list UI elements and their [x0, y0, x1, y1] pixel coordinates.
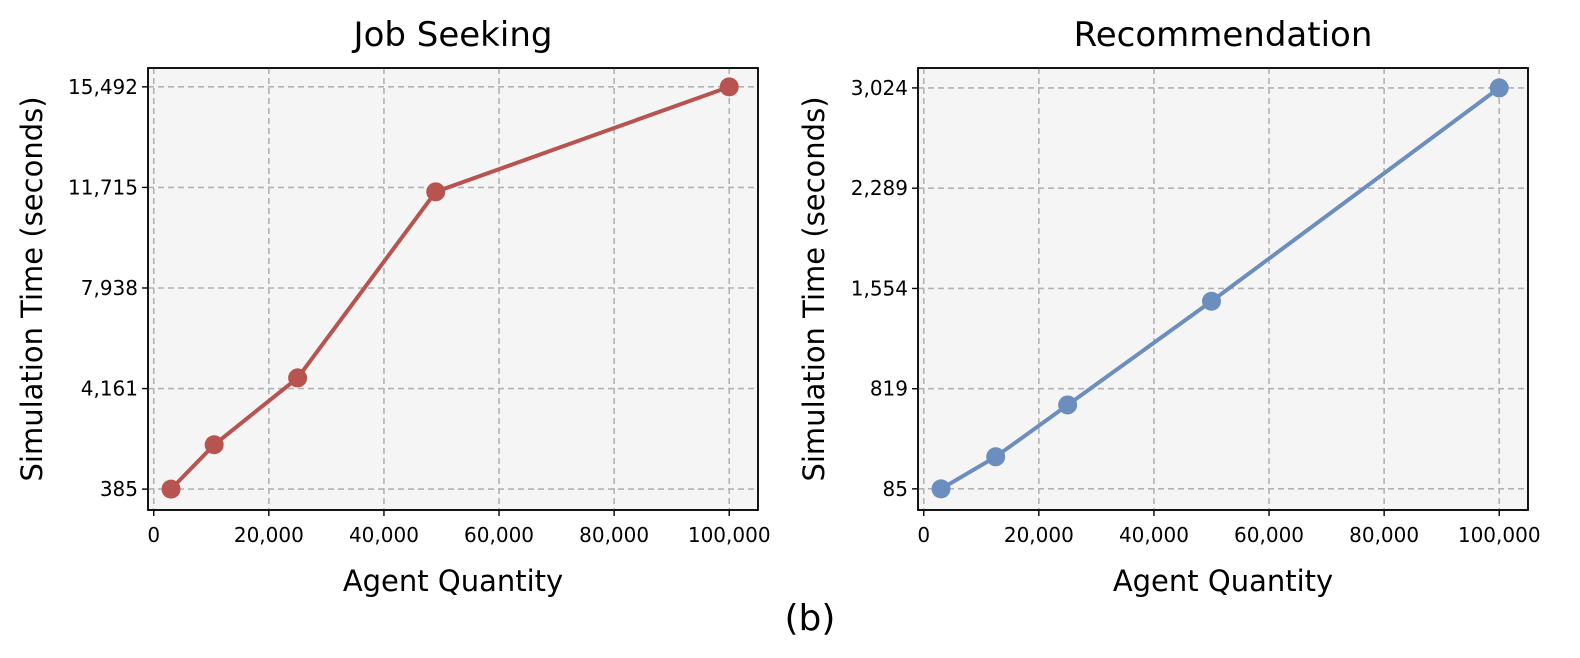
x-tick-label: 100,000 — [1458, 523, 1541, 547]
data-point — [986, 447, 1006, 467]
data-point — [426, 182, 446, 202]
y-tick-label: 11,715 — [68, 175, 138, 199]
y-tick-label: 1,554 — [851, 276, 908, 300]
chart-title: Recommendation — [1074, 15, 1373, 55]
x-tick-label: 80,000 — [1349, 523, 1419, 547]
data-point — [161, 479, 181, 499]
y-tick-label: 85 — [883, 477, 908, 501]
x-tick-label: 0 — [917, 523, 930, 547]
y-tick-label: 15,492 — [68, 75, 138, 99]
x-tick-label: 60,000 — [1234, 523, 1304, 547]
x-axis-label: Agent Quantity — [1113, 564, 1333, 598]
chart-job-seeking: 0 20,000 40,000 60,000 80,000 100,000 385 4,161… — [15, 15, 771, 598]
data-point — [931, 479, 951, 499]
x-axis-label: Agent Quantity — [343, 564, 563, 598]
x-tick-label: 0 — [147, 523, 160, 547]
y-tick-label: 7,938 — [81, 276, 138, 300]
chart-title: Job Seeking — [352, 15, 553, 55]
y-axis-label: Simulation Time (seconds) — [15, 96, 49, 481]
x-tick-label: 40,000 — [1119, 523, 1189, 547]
data-point — [288, 368, 308, 388]
plot-border — [917, 67, 1529, 511]
plot-area — [147, 67, 759, 511]
figure-caption: (b) — [785, 598, 836, 639]
y-tick-label: 2,289 — [851, 176, 908, 200]
x-tick-label: 20,000 — [234, 523, 304, 547]
y-axis-label: Simulation Time (seconds) — [797, 96, 831, 481]
x-tick-label: 40,000 — [349, 523, 419, 547]
plot-border — [147, 67, 759, 511]
data-point — [719, 77, 739, 97]
y-tick-label: 3,024 — [851, 76, 908, 100]
data-point — [1201, 291, 1221, 311]
data-point — [1058, 395, 1078, 415]
data-point — [204, 435, 224, 455]
x-tick-label: 80,000 — [579, 523, 649, 547]
chart-recommendation: 0 20,000 40,000 60,000 80,000 100,000 85 819 1,5… — [797, 15, 1541, 598]
x-tick-label: 100,000 — [688, 523, 771, 547]
x-tick-label: 20,000 — [1004, 523, 1074, 547]
y-tick-label: 819 — [870, 377, 908, 401]
x-tick-label: 60,000 — [464, 523, 534, 547]
data-point — [1489, 78, 1509, 98]
y-tick-label: 4,161 — [81, 377, 138, 401]
y-tick-label: 385 — [100, 477, 138, 501]
